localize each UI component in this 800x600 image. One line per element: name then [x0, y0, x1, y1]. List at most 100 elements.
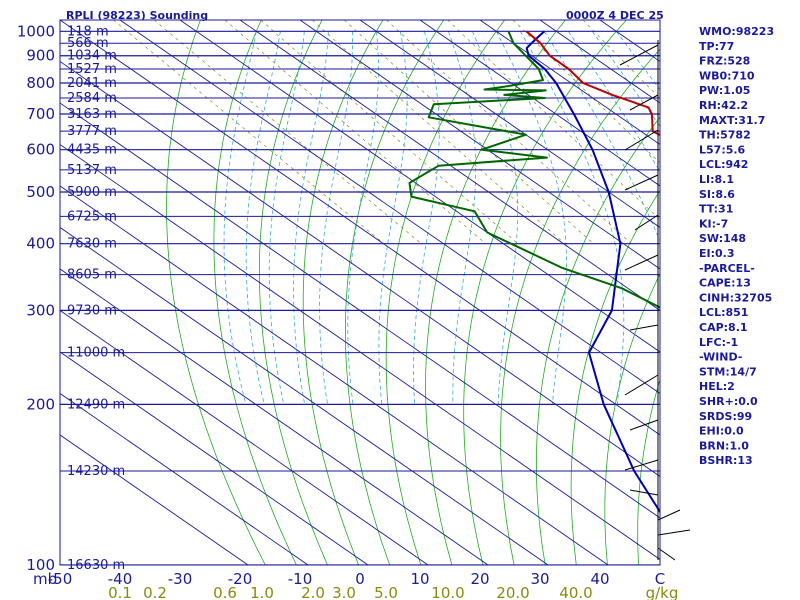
- index-item: TT:31: [699, 203, 733, 216]
- pressure-tick-label: 400: [26, 235, 55, 253]
- isotherm: [359, 20, 660, 229]
- index-item: LI:8.1: [699, 173, 734, 186]
- pressure-tick-label: 700: [26, 105, 55, 123]
- wind-barb: [657, 529, 691, 536]
- wind-barb: [629, 94, 659, 111]
- index-item: SHR+:0.0: [699, 395, 758, 408]
- temperature-tick-label: C: [655, 570, 665, 588]
- temperature-tick-label: 10: [410, 570, 429, 588]
- mixing-ratio-line: [447, 20, 660, 220]
- height-label: 1527 m: [67, 62, 117, 77]
- index-item: RH:42.2: [699, 99, 748, 112]
- pressure-tick-label: 100: [26, 556, 55, 574]
- height-label: 1034 m: [67, 49, 117, 64]
- isotherm: [60, 268, 489, 565]
- mixing-ratio-line: [512, 20, 660, 164]
- height-label: 2041 m: [67, 76, 117, 91]
- index-item: SW:148: [699, 232, 746, 245]
- pressure-tick-label: 900: [26, 47, 55, 65]
- isotherm: [419, 20, 660, 187]
- wind-barb: [619, 44, 659, 66]
- index-item: FRZ:528: [699, 55, 750, 68]
- index-item: L57:5.6: [699, 143, 746, 156]
- chart-title: RPLI (98223) Sounding: [66, 9, 208, 22]
- temperature-tick-label: -10: [288, 570, 313, 588]
- isotherm: [60, 434, 249, 565]
- dewpoint-trace: [408, 30, 660, 309]
- index-item: SI:8.6: [699, 188, 735, 201]
- index-item: -WIND-: [699, 351, 742, 364]
- isotherm: [60, 60, 660, 477]
- isotherm: [239, 20, 660, 312]
- temperature-tick-label: -40: [108, 570, 133, 588]
- height-label: 9730 m: [67, 303, 117, 318]
- index-item: STM:14/7: [699, 365, 757, 378]
- grid-lines: [60, 20, 660, 565]
- wind-barb: [629, 419, 659, 431]
- index-item: LCL:942: [699, 158, 748, 171]
- temperature-tick-label: -30: [168, 570, 193, 588]
- index-item: MAXT:31.7: [699, 114, 765, 127]
- temperature-tick-label: 20: [470, 570, 489, 588]
- mixing-ratio-label: 0.6: [213, 584, 237, 600]
- dry-adiabat: [604, 272, 660, 565]
- index-item: WMO:98223: [699, 25, 774, 38]
- mixing-ratio-label: 40.0: [559, 584, 592, 600]
- mixing-ratio-line: [343, 20, 594, 244]
- index-item: WB0:710: [699, 69, 755, 82]
- wind-barb: [624, 254, 659, 271]
- pressure-tick-label: 800: [26, 74, 55, 92]
- dry-adiabat: [500, 48, 660, 565]
- plot-frame: [59, 19, 661, 566]
- mixing-ratio-label: 0.1: [108, 584, 132, 600]
- temperature-tick-label: 30: [530, 570, 549, 588]
- height-label: 5900 m: [67, 185, 117, 200]
- isotherm: [60, 20, 660, 436]
- isotherm: [179, 20, 660, 353]
- index-item: LFC:-1: [699, 336, 738, 349]
- isotherm: [479, 20, 660, 146]
- height-label: 7630 m: [67, 237, 117, 252]
- height-label: 6725 m: [67, 209, 117, 224]
- index-item: CINH:32705: [699, 291, 772, 304]
- index-item: EI:0.3: [699, 247, 735, 260]
- mixing-ratio-label: 2.0: [301, 584, 325, 600]
- isotherm: [60, 102, 660, 519]
- height-label: 118 m: [67, 24, 109, 39]
- height-label: 2584 m: [67, 91, 117, 106]
- index-item: CAP:8.1: [699, 321, 748, 334]
- wind-barb: [624, 129, 659, 151]
- mixing-ratio-label: 20.0: [496, 584, 529, 600]
- pressure-tick-label: 600: [26, 141, 55, 159]
- index-item: HEL:2: [699, 380, 735, 393]
- index-item: BSHR:13: [699, 454, 753, 467]
- index-item: LCL:851: [699, 306, 748, 319]
- height-label: 3777 m: [67, 124, 117, 139]
- wind-barb: [634, 214, 659, 231]
- dry-adiabat: [166, 20, 266, 565]
- temperature-tick-label: -50: [48, 570, 73, 588]
- mixing-ratio-label: 0.2: [143, 584, 167, 600]
- dry-adiabat: [213, 20, 297, 565]
- mixing-ratio-line: [113, 20, 385, 244]
- mixing-ratio-label: 3.0: [332, 584, 356, 600]
- height-label: 4435 m: [67, 143, 117, 158]
- isotherm: [60, 309, 429, 565]
- isotherm: [60, 392, 309, 565]
- index-item: SRDS:99: [699, 410, 752, 423]
- wind-barb: [624, 174, 659, 191]
- temperature-tick-label: 40: [590, 570, 609, 588]
- mixing-ratio-line: [386, 20, 632, 244]
- wind-barbs: [619, 40, 691, 561]
- height-label: 3163 m: [67, 107, 117, 122]
- pressure-tick-label: 1000: [17, 22, 55, 40]
- mixing-ratio-label: 10.0: [431, 584, 464, 600]
- y-axis-label: mb: [33, 570, 57, 588]
- wind-barb: [657, 547, 676, 561]
- isotherm: [60, 351, 369, 565]
- wind-barb: [624, 374, 659, 396]
- mixing-ratio-label: 1.0: [250, 584, 274, 600]
- index-item: KI:-7: [699, 217, 728, 230]
